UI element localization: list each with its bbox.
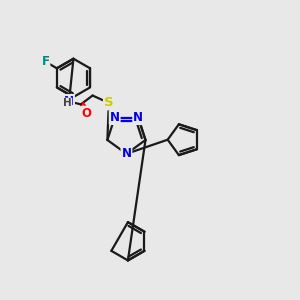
- Text: S: S: [104, 96, 114, 110]
- Text: N: N: [122, 147, 131, 160]
- Text: N: N: [110, 111, 120, 124]
- Text: N: N: [133, 111, 143, 124]
- Text: O: O: [82, 107, 92, 120]
- Text: H: H: [63, 98, 71, 109]
- Text: N: N: [64, 95, 74, 108]
- Text: F: F: [41, 55, 50, 68]
